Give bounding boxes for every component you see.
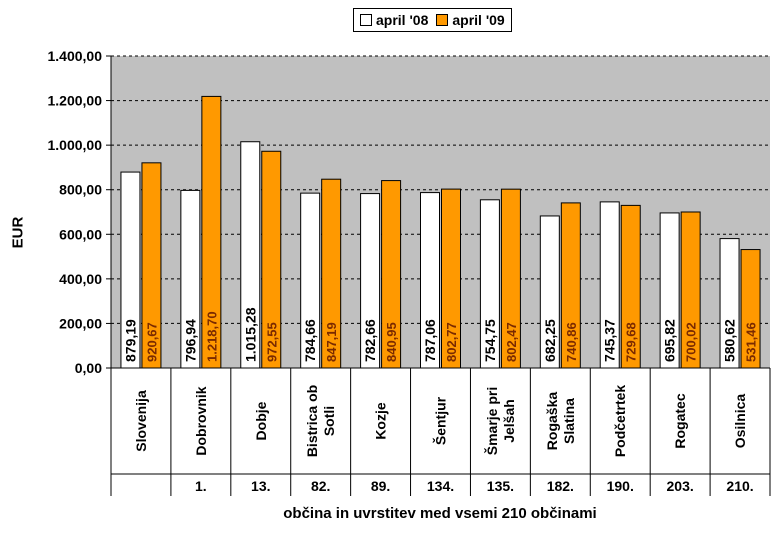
data-label-april-09: 802,77 xyxy=(444,322,459,362)
data-label-april-08: 787,06 xyxy=(422,319,438,362)
category-label: Šentjur xyxy=(432,396,449,445)
bar-april-08 xyxy=(300,192,321,369)
legend-label-2009: april '09 xyxy=(452,12,505,28)
y-tick-label: 1.000,00 xyxy=(48,137,103,153)
data-label-april-09: 840,95 xyxy=(384,322,399,362)
bar-april-08 xyxy=(420,192,440,369)
data-label-april-08: 796,94 xyxy=(182,319,198,362)
rank-label: 203. xyxy=(667,478,694,494)
data-label-april-09: 802,47 xyxy=(504,322,519,362)
data-label-april-08: 682,25 xyxy=(542,319,558,362)
category-label: Sotli xyxy=(321,406,337,436)
y-tick-label: 200,00 xyxy=(59,315,102,331)
rank-label: 82. xyxy=(311,478,330,494)
rank-label: 190. xyxy=(607,478,634,494)
data-label-april-08: 745,37 xyxy=(602,319,618,362)
category-label: Slovenija xyxy=(133,390,149,452)
bar-april-08 xyxy=(719,238,740,369)
data-label-april-09: 1.218,70 xyxy=(204,311,219,362)
bar-april-09 xyxy=(740,249,761,369)
category-label: Kozje xyxy=(373,402,389,440)
data-label-april-08: 879,19 xyxy=(122,319,138,362)
legend-item-2009: april '09 xyxy=(436,12,505,28)
data-label-april-09: 740,86 xyxy=(564,322,579,362)
bar-april-08 xyxy=(659,212,680,369)
bar-april-09 xyxy=(680,211,701,369)
rank-label: 182. xyxy=(547,478,574,494)
rank-label: 89. xyxy=(371,478,390,494)
data-label-april-09: 531,46 xyxy=(744,322,759,362)
y-tick-label: 1.400,00 xyxy=(48,48,103,64)
data-label-april-08: 1.015,28 xyxy=(242,307,258,362)
data-label-april-09: 729,68 xyxy=(624,322,639,362)
category-label: Rogatec xyxy=(672,393,688,448)
data-label-april-08: 754,75 xyxy=(482,319,498,362)
bar-april-08 xyxy=(360,193,381,369)
category-label: Dobje xyxy=(253,401,269,440)
data-label-april-09: 920,67 xyxy=(144,322,159,362)
y-tick-label: 400,00 xyxy=(59,271,102,287)
y-tick-label: 600,00 xyxy=(59,226,102,242)
category-label: Podčetrtek xyxy=(612,385,628,458)
legend-label-2008: april '08 xyxy=(376,12,429,28)
y-tick-label: 800,00 xyxy=(59,182,102,198)
bar-april-08 xyxy=(240,141,261,369)
rank-label: 13. xyxy=(251,478,270,494)
data-label-april-08: 782,66 xyxy=(362,319,378,362)
y-tick-label: 0,00 xyxy=(75,360,102,376)
data-label-april-08: 784,66 xyxy=(302,319,318,362)
bar-april-09 xyxy=(261,150,282,369)
bar-april-09 xyxy=(321,178,342,369)
category-label: Bistrica ob xyxy=(304,385,320,457)
bar-april-09 xyxy=(560,202,581,369)
bar-april-08 xyxy=(120,171,141,369)
legend-swatch-2008 xyxy=(360,14,372,26)
bar-april-08 xyxy=(599,201,620,369)
bar-april-09 xyxy=(141,162,162,369)
category-label: Šmarje pri xyxy=(483,387,500,455)
y-axis-title-text: EUR xyxy=(9,216,27,249)
category-label: Jelšah xyxy=(501,399,517,443)
data-label-april-09: 847,19 xyxy=(324,322,339,362)
y-axis-title: EUR xyxy=(6,217,30,249)
data-label-april-08: 580,62 xyxy=(722,319,738,362)
bar-april-08 xyxy=(479,199,500,369)
legend-swatch-2009 xyxy=(436,14,449,26)
category-label: Slatina xyxy=(561,398,577,444)
chart-legend: april '08 april '09 xyxy=(353,8,512,32)
category-label: Dobrovnik xyxy=(193,386,209,455)
data-label-april-09: 972,55 xyxy=(264,322,279,362)
rank-label: 134. xyxy=(427,478,454,494)
rank-label: 1. xyxy=(195,478,207,494)
y-tick-label: 1.200,00 xyxy=(48,93,103,109)
legend-item-2008: april '08 xyxy=(360,12,428,28)
bar-april-08 xyxy=(180,189,201,369)
bar-april-09 xyxy=(441,188,461,369)
x-axis-title: občina in uvrstitev med vsemi 210 občina… xyxy=(283,505,597,522)
bar-april-09 xyxy=(381,180,402,369)
bar-april-09 xyxy=(201,95,222,369)
category-label: Rogaška xyxy=(544,392,560,451)
data-label-april-08: 695,82 xyxy=(662,319,678,362)
rank-label: 210. xyxy=(726,478,753,494)
bar-april-09 xyxy=(620,204,641,369)
category-label: Osilnica xyxy=(732,394,748,449)
bar-april-08 xyxy=(539,215,560,369)
data-label-april-09: 700,02 xyxy=(684,322,699,362)
rank-label: 135. xyxy=(487,478,514,494)
bar-april-09 xyxy=(500,188,521,369)
